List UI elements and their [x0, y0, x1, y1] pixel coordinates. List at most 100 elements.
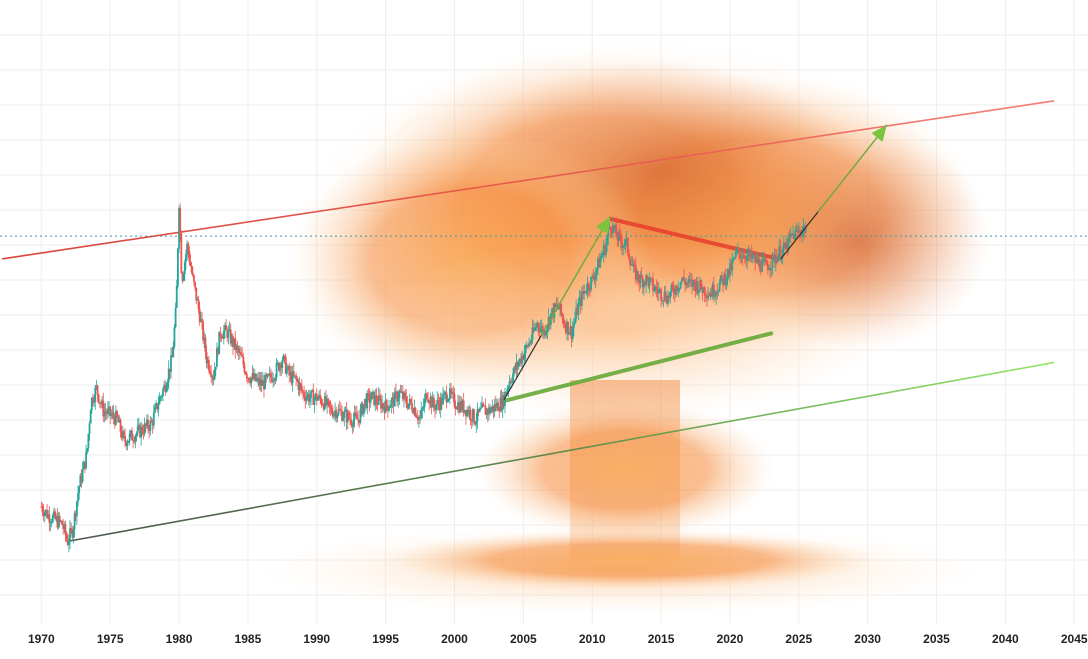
- candle-body: [706, 296, 708, 299]
- candle-body: [491, 405, 494, 410]
- candle-body: [333, 412, 335, 417]
- candle-body: [672, 288, 675, 294]
- candle-body: [668, 295, 670, 299]
- candle-body: [344, 409, 347, 412]
- candle-body: [693, 280, 696, 284]
- candle-body: [455, 408, 458, 410]
- candle-body: [197, 299, 200, 309]
- candle-body: [109, 406, 112, 416]
- candle-body: [41, 506, 44, 512]
- candle-body: [602, 245, 605, 255]
- candle-body: [595, 268, 598, 274]
- candle-body: [186, 243, 188, 255]
- x-tick-label: 2030: [854, 632, 881, 646]
- candle-body: [731, 260, 734, 271]
- candle-body: [769, 268, 771, 271]
- x-tick-label: 2025: [785, 632, 812, 646]
- candle-body: [253, 373, 256, 380]
- candle-body: [619, 234, 622, 242]
- candle-body: [81, 469, 84, 482]
- candle-body: [415, 416, 418, 418]
- candle-body: [281, 360, 284, 368]
- candle-body: [353, 412, 356, 420]
- candle-body: [168, 368, 171, 373]
- candle-body: [683, 277, 685, 282]
- candle-body: [631, 264, 634, 267]
- candle-body: [563, 323, 566, 327]
- candle-body: [691, 279, 693, 287]
- candle-body: [75, 501, 78, 517]
- candle-body: [764, 260, 767, 262]
- candle-body: [418, 416, 420, 420]
- candle-body: [700, 280, 703, 289]
- candle-body: [421, 408, 424, 410]
- candle-body: [622, 245, 625, 248]
- x-tick-label: 2015: [648, 632, 675, 646]
- candle-body: [765, 260, 768, 266]
- candle-body: [180, 233, 183, 273]
- candle-body: [748, 250, 751, 257]
- candle-body: [204, 337, 207, 353]
- candle-body: [794, 230, 797, 240]
- candle-body: [304, 397, 307, 401]
- candle-body: [737, 248, 739, 251]
- candle-body: [343, 411, 346, 418]
- arrow-shaft-green: [540, 216, 611, 336]
- candle-body: [470, 419, 473, 422]
- candle-body: [116, 411, 118, 417]
- candle-body: [484, 406, 487, 415]
- candle-body: [43, 512, 46, 516]
- candle-body: [469, 409, 472, 420]
- candle-body: [373, 391, 376, 405]
- candle-body: [171, 355, 174, 358]
- candle-body: [335, 410, 338, 419]
- candle-body: [181, 272, 184, 281]
- candle-body: [659, 289, 661, 291]
- candle-body: [536, 322, 539, 328]
- candle-body: [284, 356, 287, 374]
- candle-body: [642, 281, 645, 288]
- candle-body: [439, 397, 442, 410]
- candle-body: [295, 375, 298, 379]
- candle-body: [521, 355, 524, 364]
- candle-body: [513, 366, 516, 374]
- candle-body: [583, 290, 586, 294]
- candle-body: [785, 242, 788, 249]
- candle-body: [679, 281, 682, 288]
- candle-body: [299, 383, 302, 386]
- candle-body: [176, 248, 179, 286]
- candle-body: [481, 403, 483, 408]
- candle-body: [315, 393, 318, 401]
- candle-body: [726, 268, 729, 280]
- candle-body: [626, 238, 629, 253]
- candle-body: [446, 400, 449, 402]
- candle-body: [290, 372, 293, 384]
- x-tick-label: 1995: [372, 632, 399, 646]
- candle-body: [135, 433, 138, 437]
- candle-body: [766, 265, 769, 271]
- candle-body: [540, 326, 543, 329]
- candle-body: [677, 288, 680, 292]
- candle-body: [321, 404, 324, 406]
- candle-body: [400, 391, 403, 393]
- candle-body: [137, 424, 140, 427]
- candle-body: [149, 420, 152, 431]
- candle-body: [380, 398, 382, 409]
- candle-body: [291, 371, 294, 384]
- candle-body: [250, 377, 253, 384]
- candle-body: [630, 264, 633, 266]
- candle-body: [730, 263, 732, 271]
- candle-body: [488, 407, 490, 415]
- candle-body: [124, 436, 126, 442]
- candle-body: [298, 383, 301, 390]
- candle-body: [97, 394, 100, 403]
- candle-body: [92, 397, 94, 403]
- candle-body: [704, 295, 707, 297]
- candle-body: [390, 399, 393, 407]
- candle-body: [601, 254, 604, 257]
- candle-body: [164, 384, 167, 393]
- candle-body: [102, 400, 105, 417]
- candle-body: [237, 348, 240, 353]
- candle-body: [486, 409, 489, 415]
- candle-body: [632, 264, 635, 267]
